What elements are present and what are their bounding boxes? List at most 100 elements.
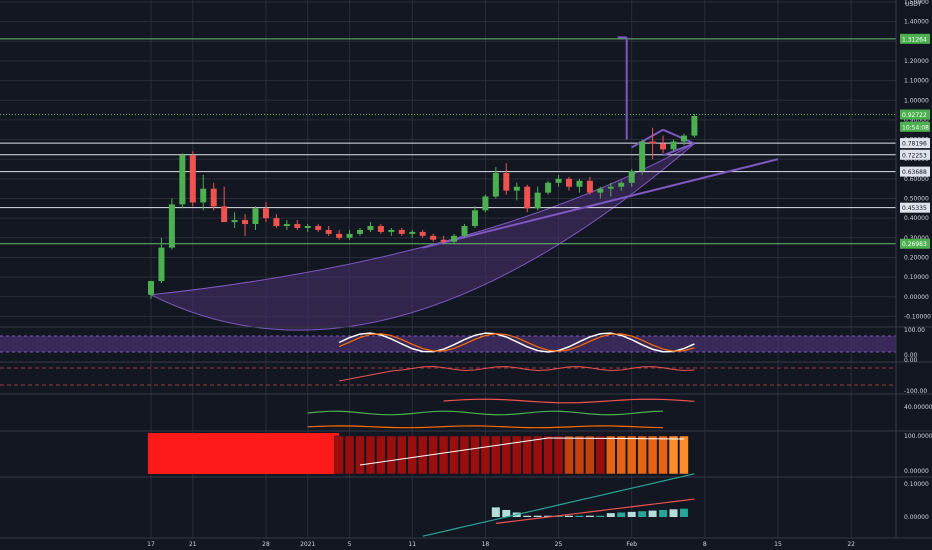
candle-body[interactable] [471,210,478,227]
candle-body[interactable] [555,178,562,183]
candle-body[interactable] [618,182,625,187]
candle-body[interactable] [252,208,259,225]
vol-bar [438,435,449,475]
candle-body[interactable] [283,224,290,227]
time-tick-label: 11 [408,541,416,548]
price-tag[interactable] [900,33,930,44]
vol-bar [564,435,574,475]
vol-bar [543,435,553,475]
price-tick-label: 1.40000 [904,19,929,26]
candle-body[interactable] [367,226,374,230]
macd-line [422,473,695,537]
time-axis[interactable]: 17 21 28 2021 5 11 18 25 Feb 8 15 22 [147,541,855,548]
candle-body[interactable] [200,188,207,203]
candle-body[interactable] [524,186,531,209]
price-tag[interactable] [900,121,930,132]
price-tag[interactable] [900,138,930,149]
candle-body[interactable] [586,180,593,193]
candle-body[interactable] [639,141,646,171]
candle-body[interactable] [242,220,249,225]
candle-body[interactable] [336,233,343,238]
candle-body[interactable] [315,226,322,230]
candle-body[interactable] [294,224,301,228]
candle-body[interactable] [148,281,154,295]
macd-bar [533,515,542,517]
candle-body[interactable] [158,247,165,282]
candle-body[interactable] [419,231,426,236]
candle-body[interactable] [273,218,280,227]
candle-body[interactable] [545,182,552,193]
time-tick-label: 25 [555,541,563,548]
time-tick-label: 2021 [300,541,315,548]
vol-bar [491,435,501,475]
time-tick-label: 8 [703,541,707,548]
candle-body[interactable] [440,239,447,242]
vol-tick-label: 0.00000 [904,468,929,475]
main-price-pane[interactable] [0,36,896,331]
candle-body[interactable] [482,196,489,211]
price-tag-label: 0.26983 [902,241,927,248]
trendline[interactable] [662,142,695,157]
candle-body[interactable] [388,229,395,232]
candle-body[interactable] [357,229,363,234]
candle-body[interactable] [210,188,217,207]
trendline[interactable] [662,128,695,145]
candle-body[interactable] [461,226,468,236]
candle-body[interactable] [503,172,510,191]
candle-body[interactable] [377,226,384,232]
price-axis[interactable]: 1.500001.400001.300001.200001.100001.000… [895,0,931,538]
candle-body[interactable] [680,135,687,142]
price-tag-label: 1.31264 [902,36,927,43]
candle-body[interactable] [451,235,458,242]
macd-tick-label: 0.00000 [904,514,929,521]
candle-body[interactable] [179,155,186,205]
candle-body[interactable] [691,115,698,136]
candle-body[interactable] [513,186,520,191]
vol-bar [344,435,355,475]
candle-body[interactable] [597,188,604,193]
time-tick-label: 28 [262,541,270,548]
vol-trend [359,437,549,466]
candle-body[interactable] [231,220,238,223]
candle-body[interactable] [534,192,541,209]
candle-body[interactable] [189,155,196,203]
candle-body[interactable] [566,178,572,187]
candle-body[interactable] [409,231,416,234]
price-tick-label: 1.10000 [904,78,929,85]
time-tick-label: 15 [774,541,782,548]
candle-body[interactable] [670,141,677,150]
candle-body[interactable] [430,235,437,240]
adx-plus-line [307,410,664,416]
vol-bar [480,435,491,475]
price-tag[interactable] [900,166,930,177]
trendline[interactable] [422,158,779,249]
price-tag[interactable] [900,238,930,249]
candle-body[interactable] [325,229,332,234]
candle-body[interactable] [262,208,269,219]
macd-bar [491,507,500,517]
price-tag[interactable] [900,149,930,160]
vol-bar [376,435,386,475]
candle-body[interactable] [576,180,583,187]
candle-body[interactable] [304,226,311,228]
time-tick-label: 17 [147,541,155,548]
candle-body[interactable] [346,233,353,238]
trendline[interactable] [631,128,664,149]
candle-body[interactable] [221,206,228,223]
price-tag[interactable] [900,109,930,120]
candle-body[interactable] [607,186,614,189]
price-tag[interactable] [900,202,930,213]
vol-bar [585,435,595,475]
candle-body[interactable] [398,229,405,234]
candle-body[interactable] [168,204,175,248]
time-tick-label: 5 [348,541,352,548]
candle-body[interactable] [660,143,667,150]
candle-body[interactable] [492,172,499,197]
vol-block-red [147,433,340,474]
candle-body[interactable] [649,141,656,144]
vol-bar [616,435,626,475]
price-tag-label: 10:54:08 [902,124,929,131]
candle-body[interactable] [628,170,635,183]
vol-bar [397,435,407,475]
macd-bar [606,513,615,517]
